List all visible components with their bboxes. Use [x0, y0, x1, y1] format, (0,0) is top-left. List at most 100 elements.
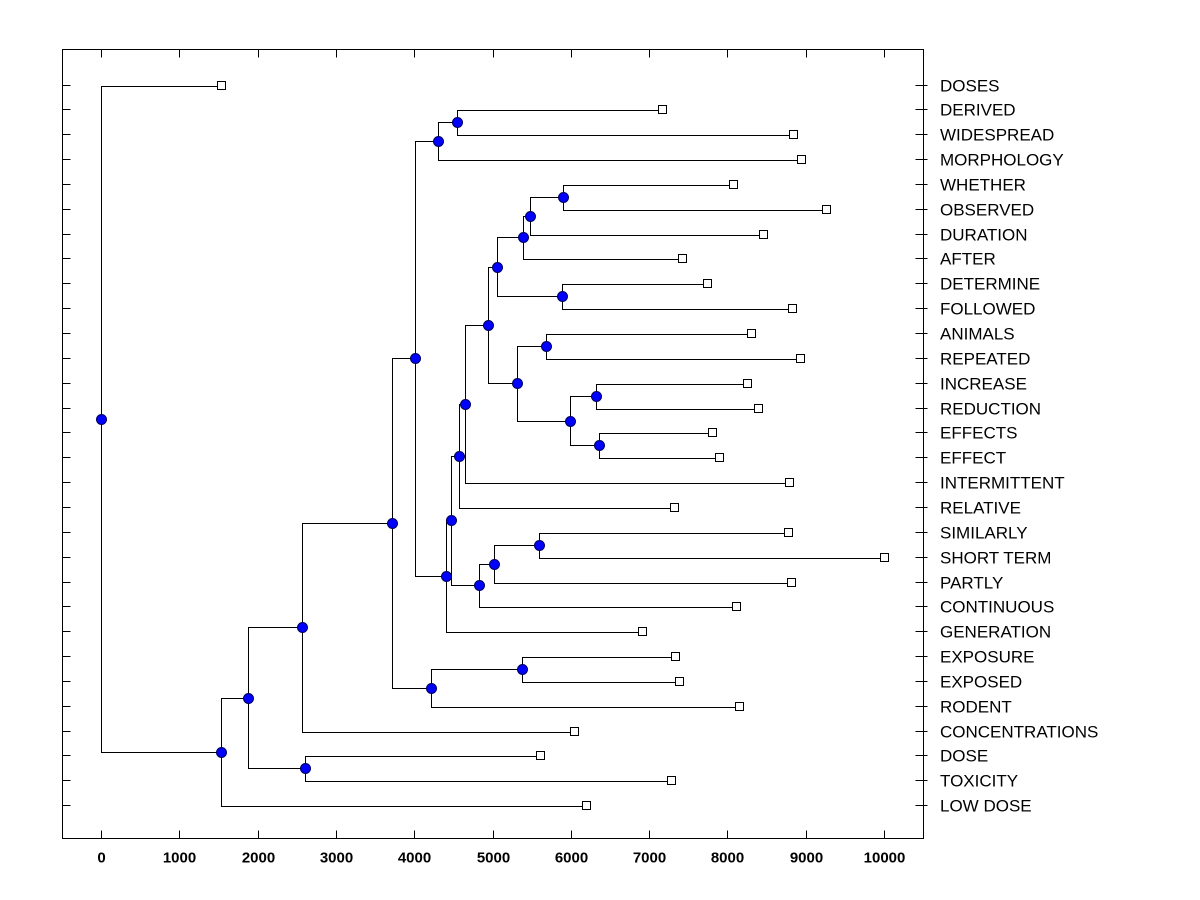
- leaf-label: MORPHOLOGY: [940, 151, 1064, 170]
- branch: [438, 122, 458, 142]
- leaf-label: CONTINUOUS: [940, 598, 1054, 617]
- branch: [446, 576, 643, 633]
- branch: [459, 456, 675, 509]
- leaf-marker: [754, 404, 763, 413]
- leaf-marker: [785, 478, 794, 487]
- branch: [570, 396, 597, 422]
- node-markers: [96, 117, 605, 774]
- leaf-label: EFFECTS: [940, 424, 1017, 443]
- branch: [563, 185, 734, 198]
- leaf-label: DURATION: [940, 226, 1028, 245]
- leaf-marker: [715, 453, 724, 462]
- leaf-markers: [217, 81, 889, 810]
- cluster-node: [243, 693, 254, 704]
- leaf-label: DETERMINE: [940, 275, 1040, 294]
- leaf-label: DOSES: [940, 77, 1000, 96]
- leaf-marker: [796, 354, 805, 363]
- branch: [596, 396, 759, 410]
- branches: [101, 86, 885, 807]
- x-axis: 0 1000 2000 3000 4000 5000 6000 7000 8000 9000 100…: [97, 49, 905, 867]
- branch: [465, 325, 489, 405]
- leaf-marker: [797, 155, 806, 164]
- cluster-node: [426, 683, 437, 694]
- cluster-node: [297, 622, 308, 633]
- leaf-label: EFFECT: [940, 449, 1006, 468]
- branch: [599, 433, 713, 446]
- branch: [451, 456, 460, 521]
- leaf-marker: [729, 180, 738, 189]
- leaf-marker: [735, 702, 744, 711]
- cluster-node: [387, 518, 398, 529]
- cluster-node: [433, 136, 444, 147]
- branch: [494, 564, 792, 584]
- branch: [599, 445, 720, 459]
- branch: [523, 237, 683, 260]
- leaf-marker: [743, 379, 752, 388]
- leaf-label: SHORT TERM: [940, 549, 1051, 568]
- branch: [457, 110, 663, 123]
- x-tick-label: 5000: [477, 850, 510, 867]
- branch: [392, 523, 432, 689]
- leaf-label: GENERATION: [940, 623, 1051, 642]
- branch: [392, 358, 416, 524]
- branch: [459, 404, 466, 457]
- cluster-node: [558, 192, 569, 203]
- x-tick-label: 0: [97, 850, 105, 867]
- leaf-marker: [880, 553, 889, 562]
- branch: [465, 404, 790, 484]
- branch: [305, 756, 541, 769]
- x-tick-label: 4000: [398, 850, 431, 867]
- x-tick-label: 3000: [320, 850, 353, 867]
- cluster-node: [454, 451, 465, 462]
- branch: [570, 421, 600, 446]
- x-tick-label: 9000: [790, 850, 823, 867]
- leaf-marker: [678, 254, 687, 263]
- branch: [488, 325, 518, 384]
- branch: [431, 669, 523, 689]
- leaf-label: WIDESPREAD: [940, 126, 1054, 145]
- branch: [248, 698, 306, 769]
- leaf-label: INTERMITTENT: [940, 474, 1065, 493]
- cluster-node: [594, 440, 605, 451]
- leaf-marker: [658, 105, 667, 114]
- x-tick-label: 7000: [633, 850, 666, 867]
- branch: [562, 284, 708, 297]
- leaf-label: WHETHER: [940, 176, 1026, 195]
- branch: [530, 216, 764, 236]
- x-tick-label: 2000: [242, 850, 275, 867]
- leaf-label: LOW DOSE: [940, 797, 1032, 816]
- cluster-node: [96, 414, 107, 425]
- x-tick-label: 6000: [555, 850, 588, 867]
- branch: [522, 657, 676, 670]
- branch: [221, 752, 587, 807]
- branch: [517, 346, 547, 384]
- leaf-marker: [675, 677, 684, 686]
- cluster-node: [483, 320, 494, 331]
- cluster-node: [460, 399, 471, 410]
- branch: [302, 627, 575, 733]
- branch: [415, 358, 447, 577]
- branch: [438, 141, 802, 161]
- leaf-label: EXPOSURE: [940, 648, 1034, 667]
- leaf-label: EXPOSED: [940, 673, 1022, 692]
- cluster-node: [591, 391, 602, 402]
- cluster-node: [410, 353, 421, 364]
- branch: [562, 296, 793, 310]
- leaf-label: REPEATED: [940, 350, 1030, 369]
- cluster-node: [441, 571, 452, 582]
- branch: [488, 267, 498, 326]
- cluster-node: [518, 232, 529, 243]
- leaf-label: ANIMALS: [940, 325, 1015, 344]
- cluster-node: [452, 117, 463, 128]
- leaf-label: FOLLOWED: [940, 300, 1035, 319]
- branch: [546, 334, 752, 347]
- leaf-marker: [788, 304, 797, 313]
- leaf-marker: [759, 230, 768, 239]
- branch: [415, 141, 439, 359]
- cluster-node: [489, 559, 500, 570]
- cluster-node: [534, 540, 545, 551]
- cluster-node: [525, 211, 536, 222]
- branch: [302, 523, 393, 628]
- leaf-label: TOXICITY: [940, 772, 1018, 791]
- leaf-marker: [822, 205, 831, 214]
